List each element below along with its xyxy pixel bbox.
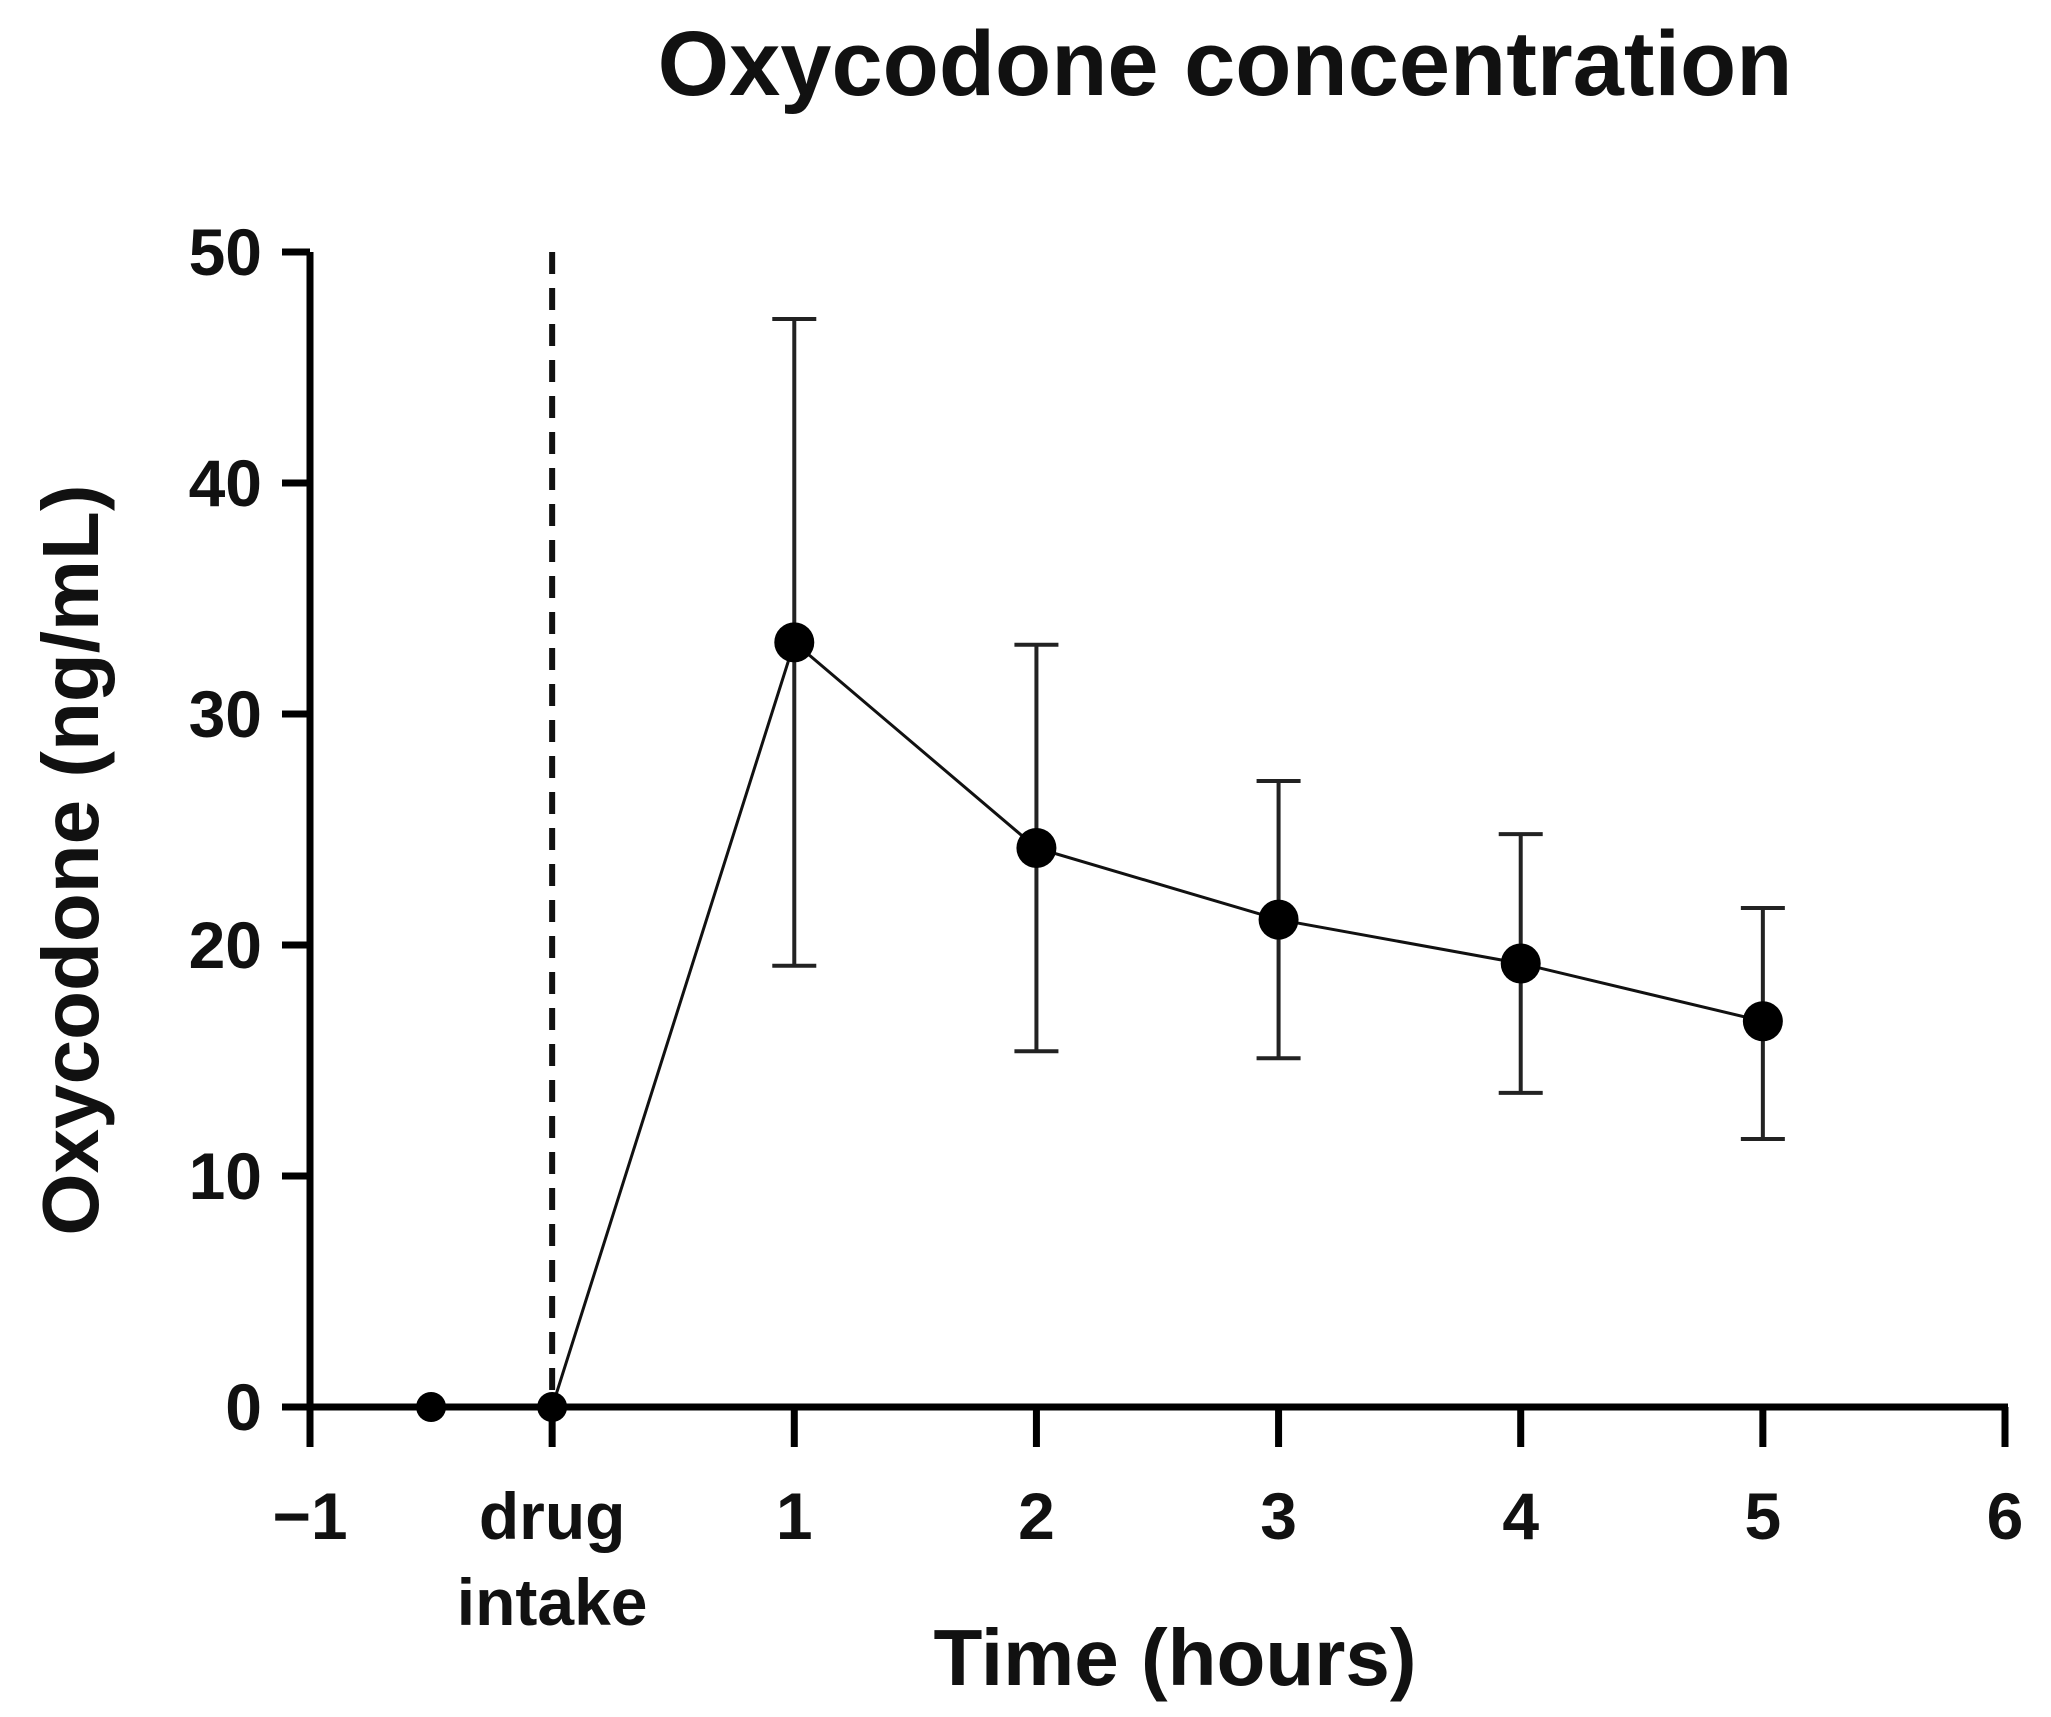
y-tick-label-4: 40 [189,446,262,520]
x-axis-label: Time (hours) [933,1613,1416,1702]
data-point-4 [1258,899,1299,940]
x-tick-label-1-line2: intake [457,1565,648,1639]
series-0-line [550,639,1764,1408]
y-tick-label-2: 20 [189,908,262,982]
y-axis-label: Oxycodone (ng/mL) [26,484,115,1235]
data-point-2 [774,622,815,663]
x-tick-label-4: 3 [1260,1479,1297,1553]
x-tick-label-6: 5 [1744,1479,1781,1553]
data-point-3 [1016,827,1057,868]
y-tick-label-3: 30 [189,677,262,751]
chart-title: Oxycodone concentration [658,13,1793,115]
data-point-5 [1500,943,1541,984]
x-tick-label-1: drug [479,1479,626,1553]
data-point-1 [537,1392,568,1422]
y-tick-label-0: 0 [225,1370,262,1444]
data-point-6 [1742,1001,1783,1042]
data-point-0 [416,1392,447,1422]
x-tick-label-2: 1 [776,1479,813,1553]
x-tick-label-0: −1 [272,1479,347,1553]
x-tick-label-3: 2 [1018,1479,1055,1553]
y-tick-label-1: 10 [189,1139,262,1213]
x-tick-label-7: 6 [1987,1479,2024,1553]
plot-area: 0 10 20 30 40 50 −1 drug intake 1 2 3 4 5 6 [189,215,2024,1639]
y-tick-label-5: 50 [189,215,262,289]
x-tick-label-5: 4 [1502,1479,1539,1553]
